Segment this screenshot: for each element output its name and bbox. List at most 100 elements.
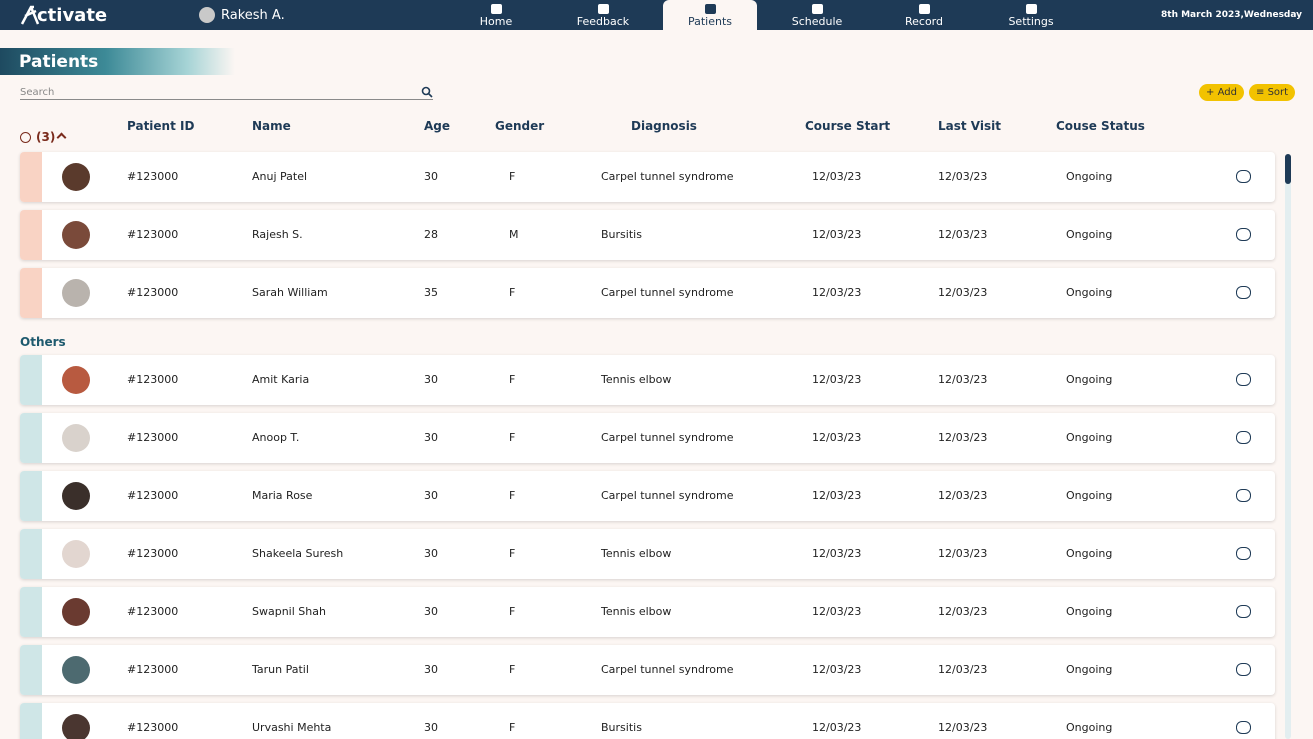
user-avatar[interactable] (199, 7, 215, 23)
column-header: Name (252, 119, 291, 133)
row-cell: Carpel tunnel syndrome (601, 489, 734, 502)
patient-avatar (62, 540, 90, 568)
row-cell: 12/03/23 (938, 547, 988, 560)
row-strip (20, 413, 42, 463)
row-strip (20, 268, 42, 318)
nav-item[interactable]: Feedback (556, 0, 650, 30)
row-cell: 12/03/23 (812, 547, 862, 560)
row-cell: Amit Karia (252, 373, 310, 386)
patient-row[interactable]: #123000 Maria Rose 30 F Carpel tunnel syndro… (20, 471, 1275, 521)
row-strip (20, 703, 42, 739)
user-name[interactable]: Rakesh A. (221, 8, 285, 23)
nav-icon[interactable] (490, 4, 502, 14)
nav-label[interactable]: Schedule (791, 15, 843, 28)
search-placeholder[interactable]: Search (20, 87, 55, 98)
scroll-thumb[interactable] (1285, 154, 1291, 184)
row-cell: 30 (424, 547, 438, 560)
row-cell: Sarah William (252, 286, 328, 299)
nav-item[interactable]: Home (449, 0, 543, 30)
row-strip (20, 471, 42, 521)
row-cell: F (509, 170, 516, 183)
title-band (0, 48, 235, 75)
nav-label[interactable]: Patients (687, 15, 733, 28)
nav-icon[interactable] (597, 4, 609, 14)
row-cell: F (509, 663, 516, 676)
message-icon[interactable] (1236, 663, 1251, 676)
add-label[interactable]: Add (1217, 87, 1237, 98)
nav-label[interactable]: Settings (1008, 15, 1054, 28)
sort-label[interactable]: Sort (1267, 87, 1289, 98)
row-cell: #123000 (127, 373, 179, 386)
group-label[interactable]: Others (20, 335, 66, 349)
row-cell: Bursitis (601, 721, 642, 734)
nav-item[interactable]: Settings (984, 0, 1078, 30)
message-icon[interactable] (1236, 721, 1251, 734)
search-box[interactable] (20, 86, 433, 100)
nav-icon[interactable] (811, 4, 823, 14)
nav-icon[interactable] (918, 4, 930, 14)
message-icon[interactable] (1236, 605, 1251, 618)
nav-item[interactable]: Schedule (770, 0, 864, 30)
patient-row[interactable]: #123000 Urvashi Mehta 30 F Bursitis 12/03/23 1… (20, 703, 1275, 739)
nav-icon[interactable] (1025, 4, 1037, 14)
row-cell: #123000 (127, 605, 179, 618)
nav-label[interactable]: Record (904, 15, 943, 28)
row-cell: 30 (424, 721, 438, 734)
group-count[interactable]: (3) (36, 130, 56, 144)
patient-row[interactable]: #123000 Anuj Patel 30 F Carpel tunnel syndro… (20, 152, 1275, 202)
patient-row[interactable]: #123000 Shakeela Suresh 30 F Tennis elbow 12/… (20, 529, 1275, 579)
nav-label[interactable]: Feedback (576, 15, 630, 28)
patient-row[interactable]: #123000 Rajesh S. 28 M Bursitis 12/03/23 12/03… (20, 210, 1275, 260)
patient-avatar (62, 221, 90, 249)
row-cell: #123000 (127, 489, 179, 502)
collapse-toggle[interactable] (56, 132, 67, 143)
message-icon[interactable] (1236, 431, 1251, 444)
patient-avatar (62, 656, 90, 684)
patient-avatar (62, 279, 90, 307)
row-cell: F (509, 431, 516, 444)
row-cell: #123000 (127, 286, 179, 299)
nav-item[interactable]: Patients (663, 0, 757, 30)
column-header: Course Start (805, 119, 891, 133)
row-cell: 12/03/23 (812, 663, 862, 676)
row-cell: #123000 (127, 228, 179, 241)
row-cell: Ongoing (1066, 431, 1113, 444)
message-icon[interactable] (1236, 489, 1251, 502)
patient-row[interactable]: #123000 Anoop T. 30 F Carpel tunnel syndrome… (20, 413, 1275, 463)
column-header: Last Visit (938, 119, 1001, 133)
patient-row[interactable]: #123000 Tarun Patil 30 F Carpel tunnel syndr… (20, 645, 1275, 695)
row-cell: 12/03/23 (938, 431, 988, 444)
patient-row[interactable]: #123000 Sarah William 35 F Carpel tunnel syn… (20, 268, 1275, 318)
row-cell: F (509, 286, 516, 299)
row-cell: Carpel tunnel syndrome (601, 286, 734, 299)
row-cell: 35 (424, 286, 438, 299)
search-icon[interactable] (421, 86, 433, 98)
scroll-track (1285, 154, 1291, 739)
sort-button[interactable]: ≡ Sort (1249, 84, 1296, 101)
row-strip (20, 587, 42, 637)
row-cell: #123000 (127, 547, 179, 560)
row-strip (20, 645, 42, 695)
nav-icon[interactable] (704, 4, 716, 14)
row-strip (20, 152, 42, 202)
patient-row[interactable]: #123000 Swapnil Shah 30 F Tennis elbow 12/03/… (20, 587, 1275, 637)
patient-row[interactable]: #123000 Amit Karia 30 F Tennis elbow 12/03/23… (20, 355, 1275, 405)
row-cell: 30 (424, 663, 438, 676)
row-cell: 12/03/23 (938, 373, 988, 386)
message-icon[interactable] (1236, 170, 1251, 183)
message-icon[interactable] (1236, 228, 1251, 241)
row-cell: Tarun Patil (252, 663, 309, 676)
row-cell: Tennis elbow (601, 547, 672, 560)
page-title: Patients (19, 52, 99, 72)
add-button[interactable]: + Add (1199, 84, 1244, 101)
patient-avatar (62, 424, 90, 452)
message-icon[interactable] (1236, 547, 1251, 560)
message-icon[interactable] (1236, 286, 1251, 299)
row-cell: 12/03/23 (812, 605, 862, 618)
row-cell: F (509, 489, 516, 502)
row-cell: 30 (424, 373, 438, 386)
row-cell: 30 (424, 605, 438, 618)
nav-label[interactable]: Home (479, 15, 513, 28)
message-icon[interactable] (1236, 373, 1251, 386)
nav-item[interactable]: Record (877, 0, 971, 30)
